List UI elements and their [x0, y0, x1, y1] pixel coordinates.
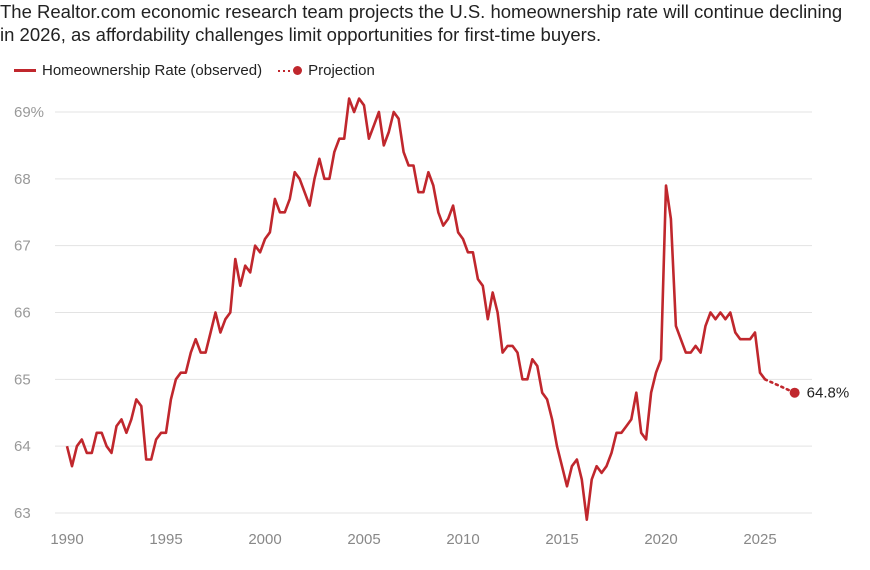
legend: Homeownership Rate (observed) Projection — [14, 62, 383, 79]
x-tick-label: 2010 — [446, 531, 479, 548]
x-tick-label: 2005 — [347, 531, 380, 548]
observed-series-line — [65, 97, 767, 521]
legend-label-observed: Homeownership Rate (observed) — [42, 62, 263, 79]
x-tick-label: 1990 — [50, 531, 83, 548]
x-tick-label: 1995 — [149, 531, 182, 548]
y-tick-label: 68 — [14, 171, 31, 188]
y-tick-label: 67 — [14, 238, 31, 255]
chart-title: The Realtor.com economic research team p… — [0, 1, 843, 45]
legend-item-observed: Homeownership Rate (observed) — [14, 62, 262, 79]
projection-series-line — [763, 378, 796, 395]
projection-end-point — [789, 387, 800, 398]
y-tick-label: 65 — [14, 371, 31, 388]
projection-end-label: 64.8% — [807, 385, 850, 402]
legend-line-swatch — [14, 69, 36, 72]
legend-item-projection: Projection — [278, 62, 375, 79]
y-tick-label: 69% — [14, 104, 44, 121]
x-tick-label: 2025 — [743, 531, 776, 548]
y-tick-label: 63 — [14, 505, 31, 522]
legend-dot-swatch — [278, 66, 303, 75]
legend-label-projection: Projection — [308, 62, 375, 79]
x-tick-label: 2020 — [644, 531, 677, 548]
x-tick-label: 2015 — [545, 531, 578, 548]
y-tick-label: 64 — [14, 438, 31, 455]
x-tick-label: 2000 — [248, 531, 281, 548]
y-tick-label: 66 — [14, 305, 31, 322]
